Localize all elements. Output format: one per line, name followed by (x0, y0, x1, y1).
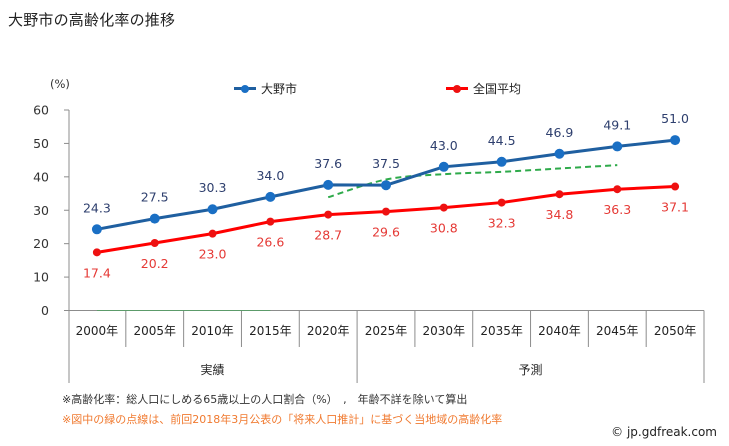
data-point-national-average (324, 210, 333, 219)
chart-title: 大野市の高齢化率の推移 (8, 11, 176, 29)
legend-line-marker-icon (446, 84, 468, 93)
data-label-ono-city: 49.1 (603, 117, 631, 132)
data-point-national-average (266, 217, 275, 226)
data-point-ono-city (323, 179, 334, 190)
data-point-national-average (150, 238, 159, 247)
y-tick-label: 60 (33, 103, 49, 118)
legend-item-national-average: 全国平均 (446, 80, 521, 97)
series-line-national-average (96, 185, 676, 254)
y-tick-label: 40 (33, 169, 49, 184)
y-axis-unit-label: (%) (50, 77, 70, 91)
data-label-national-average: 23.0 (199, 247, 227, 262)
y-tick-label: 30 (33, 203, 49, 218)
data-label-ono-city: 37.5 (372, 156, 400, 171)
data-label-national-average: 20.2 (141, 256, 169, 271)
data-label-ono-city: 46.9 (546, 125, 574, 140)
copyright-text: © jp.gdfreak.com (611, 425, 717, 439)
data-point-national-average (382, 207, 390, 216)
data-point-ono-city (381, 180, 391, 191)
x-tick-label: 2050年 (654, 324, 697, 338)
x-tick-label: 2005年 (133, 324, 176, 338)
data-point-ono-city (438, 161, 449, 172)
data-label-ono-city: 30.3 (199, 180, 227, 195)
x-tick-label: 2025年 (365, 324, 408, 338)
footnote-definition: ※高齢化率：総人口にしめる65歳以上の人口割合（%） , 年齢不詳を除いて算出 (62, 393, 468, 406)
data-point-ono-city (207, 204, 218, 215)
x-tick-label: 2045年 (596, 324, 639, 338)
x-tick-label: 2035年 (480, 324, 523, 338)
data-point-national-average (497, 198, 506, 207)
data-label-national-average: 37.1 (661, 200, 689, 215)
data-label-national-average: 30.8 (430, 221, 458, 236)
series-line-previous-projection (327, 164, 618, 199)
x-tick-label: 2040年 (538, 324, 581, 338)
data-point-ono-city (554, 148, 565, 159)
data-label-national-average: 34.8 (546, 207, 574, 222)
data-point-national-average (671, 182, 680, 191)
data-label-national-average: 17.4 (83, 265, 111, 280)
legend-item-ono-city: 大野市 (234, 80, 297, 97)
data-label-ono-city: 44.5 (488, 133, 516, 148)
category-group-label: 予測 (519, 363, 543, 377)
x-tick-label: 2015年 (249, 324, 292, 338)
data-label-ono-city: 37.6 (314, 156, 342, 171)
y-tick-label: 50 (33, 136, 49, 151)
data-label-ono-city: 27.5 (141, 190, 169, 205)
footnote-green-line: ※図中の緑の点線は、前回2018年3月公表の「将来人口推計」に基づく当地域の高齢… (62, 413, 503, 426)
data-label-ono-city: 43.0 (430, 138, 458, 153)
data-label-national-average: 26.6 (256, 235, 284, 250)
data-point-national-average (92, 248, 101, 257)
data-point-national-average (439, 203, 448, 212)
data-label-national-average: 29.6 (372, 225, 400, 240)
data-label-national-average: 36.3 (603, 202, 631, 217)
data-point-ono-city (91, 224, 102, 235)
data-label-ono-city: 51.0 (661, 111, 689, 126)
legend-label: 全国平均 (473, 82, 522, 96)
data-label-national-average: 28.7 (314, 228, 342, 243)
data-label-ono-city: 34.0 (256, 168, 284, 183)
x-tick-label: 2020年 (307, 324, 350, 338)
category-group-label: 実績 (201, 362, 225, 377)
data-point-national-average (555, 190, 564, 199)
data-point-ono-city (612, 141, 623, 152)
data-point-ono-city (496, 156, 507, 167)
legend-label: 大野市 (261, 82, 298, 96)
data-point-ono-city (149, 213, 160, 224)
x-tick-label: 2030年 (423, 324, 466, 338)
y-tick-label: 0 (41, 303, 49, 318)
data-point-ono-city (670, 135, 681, 146)
x-tick-label: 2000年 (76, 324, 119, 338)
data-label-ono-city: 24.3 (83, 200, 111, 215)
y-tick-label: 20 (33, 236, 49, 251)
data-label-national-average: 32.3 (488, 216, 516, 231)
y-tick-label: 10 (33, 270, 49, 285)
x-tick-label: 2010年 (191, 324, 234, 338)
data-point-national-average (613, 185, 622, 194)
data-point-national-average (208, 229, 217, 238)
legend-line-marker-icon (234, 84, 256, 93)
data-point-ono-city (265, 191, 276, 202)
